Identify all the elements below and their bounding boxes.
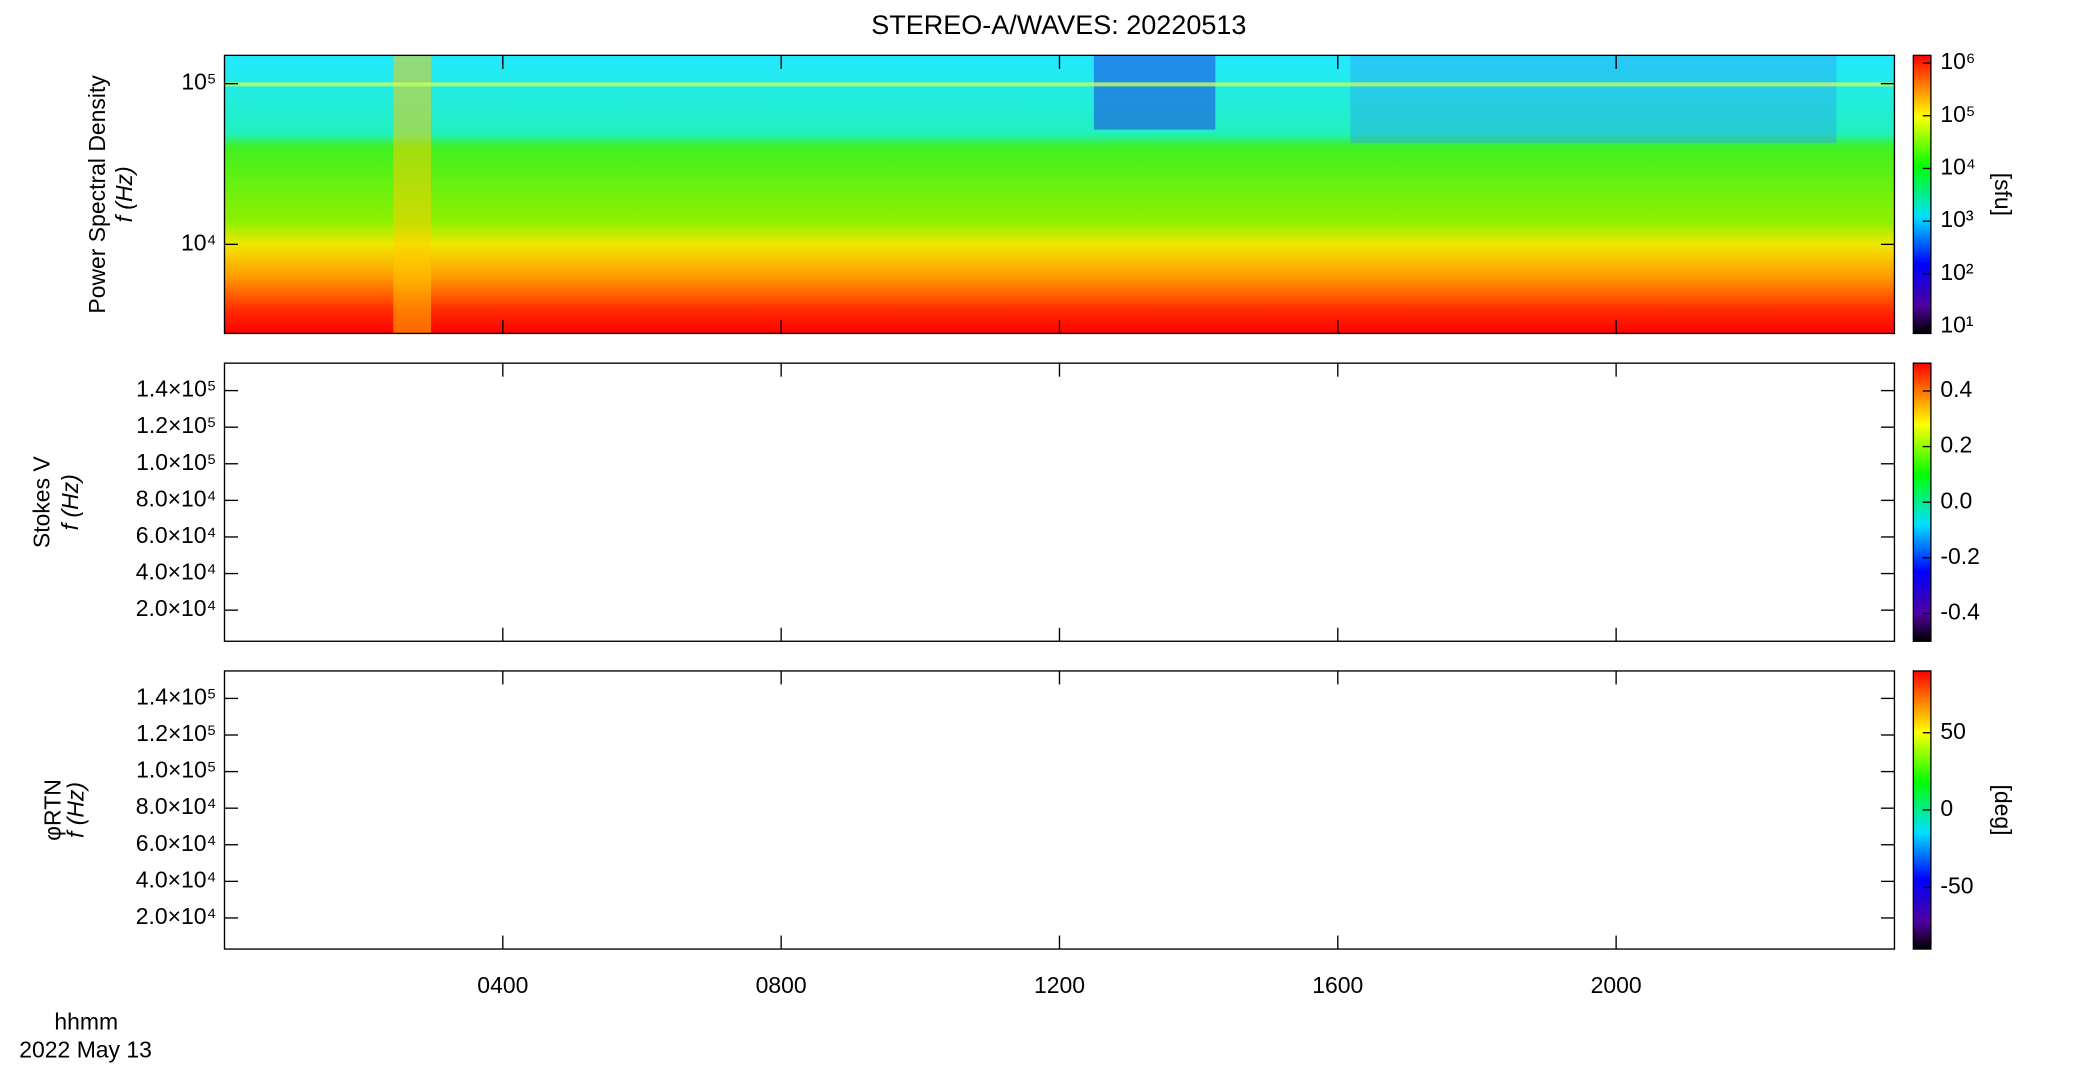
colorbar-tick-label: 10¹ bbox=[1940, 312, 1974, 338]
colorbar-tick-label: 10⁶ bbox=[1940, 48, 1975, 74]
y-tick-label: 1.0×10⁵ bbox=[136, 449, 216, 475]
colorbar-tick-label: -50 bbox=[1940, 872, 1973, 898]
colorbar-tick-label: 0.4 bbox=[1940, 376, 1972, 402]
colorbar-label: [sfu] bbox=[1990, 173, 2016, 216]
colorbar-tick-label: 10³ bbox=[1940, 206, 1974, 232]
x-tick-label: 1600 bbox=[1312, 972, 1363, 998]
colorbar-tick-label: 0 bbox=[1940, 795, 1953, 821]
plot-frame bbox=[223, 670, 1896, 950]
chart-title: STEREO-A/WAVES: 20220513 bbox=[871, 10, 1246, 40]
date-label: 2022 May 13 bbox=[19, 1037, 152, 1063]
y-axis-unit: f (Hz) bbox=[111, 166, 137, 222]
y-tick-label: 4.0×10⁴ bbox=[136, 559, 217, 585]
colorbar bbox=[1912, 54, 1932, 335]
colorbar-tick-label: 50 bbox=[1940, 718, 1966, 744]
y-tick-label: 6.0×10⁴ bbox=[136, 522, 217, 548]
x-tick-label: 0800 bbox=[756, 972, 807, 998]
colorbar-tick-label: -0.4 bbox=[1940, 599, 1980, 625]
plot-frame bbox=[223, 362, 1896, 642]
y-tick-label: 6.0×10⁴ bbox=[136, 830, 217, 856]
y-tick-label: 10⁴ bbox=[181, 229, 216, 255]
y-tick-label: 1.0×10⁵ bbox=[136, 757, 216, 783]
y-axis-label: φRTN bbox=[39, 779, 65, 841]
y-tick-label: 2.0×10⁴ bbox=[136, 903, 217, 929]
y-tick-label: 4.0×10⁴ bbox=[136, 866, 217, 892]
colorbar-label: [deg] bbox=[1990, 784, 2016, 835]
y-tick-label: 8.0×10⁴ bbox=[136, 485, 217, 511]
y-axis-label: Stokes V bbox=[29, 456, 55, 548]
colorbar-tick-label: 10² bbox=[1940, 259, 1974, 285]
colorbar-tick-label: 10⁴ bbox=[1940, 154, 1975, 180]
y-axis-unit: f (Hz) bbox=[62, 782, 88, 838]
y-tick-label: 2.0×10⁴ bbox=[136, 595, 217, 621]
colorbar-tick-label: 10⁵ bbox=[1940, 101, 1975, 127]
colorbar-tick-label: -0.2 bbox=[1940, 543, 1980, 569]
x-tick-label: 2000 bbox=[1591, 972, 1642, 998]
spectrogram-image bbox=[224, 55, 1895, 334]
y-tick-label: 10⁵ bbox=[181, 69, 216, 95]
y-axis-unit: f (Hz) bbox=[57, 474, 83, 530]
y-tick-label: 1.2×10⁵ bbox=[136, 412, 216, 438]
y-tick-label: 1.4×10⁵ bbox=[136, 683, 216, 709]
x-tick-label: 1200 bbox=[1034, 972, 1085, 998]
colorbar-tick-label: 0.0 bbox=[1940, 487, 1972, 513]
y-tick-label: 1.4×10⁵ bbox=[136, 376, 216, 402]
x-axis-label: hhmm bbox=[54, 1008, 118, 1034]
x-tick-label: 0400 bbox=[477, 972, 528, 998]
colorbar-tick-label: 0.2 bbox=[1940, 432, 1972, 458]
y-axis-label: Power Spectral Density bbox=[84, 75, 110, 314]
y-tick-label: 1.2×10⁵ bbox=[136, 720, 216, 746]
y-tick-label: 8.0×10⁴ bbox=[136, 793, 217, 819]
